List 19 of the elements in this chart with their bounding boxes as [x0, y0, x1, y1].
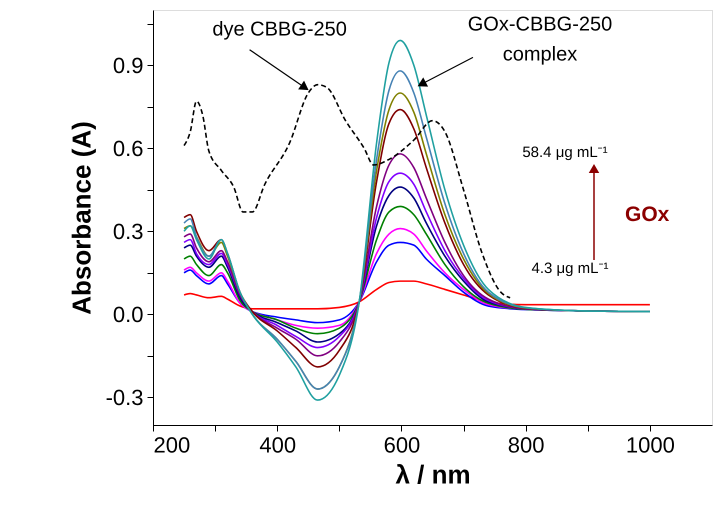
- annotation: 4.3 μg mL⁻¹: [531, 260, 609, 277]
- y-tick-label: -0.3: [106, 384, 144, 410]
- annotation: dye CBBG-250: [212, 18, 347, 41]
- line-series: [183, 280, 651, 310]
- x-axis-title: λ / nm: [395, 460, 471, 490]
- y-tick-label: 0.0: [112, 302, 144, 327]
- x-tick-label: 800: [508, 432, 545, 458]
- x-tick-label: 200: [154, 432, 190, 458]
- x-tick-label: 600: [384, 432, 420, 458]
- y-tick-label: 0.3: [112, 218, 144, 244]
- annotation: GOx: [625, 203, 670, 226]
- x-tick-label: 1000: [626, 432, 675, 458]
- annotation: GOx-CBBG-250 complex: [468, 13, 612, 66]
- y-tick-label: 0.9: [112, 52, 144, 78]
- annotation: 58.4 μg mL⁻¹: [522, 144, 608, 161]
- y-axis-title: Absorbance (A): [66, 121, 97, 315]
- line-series: [183, 84, 511, 299]
- y-tick-label: 0.6: [112, 136, 144, 161]
- x-tick-label: 400: [259, 432, 296, 458]
